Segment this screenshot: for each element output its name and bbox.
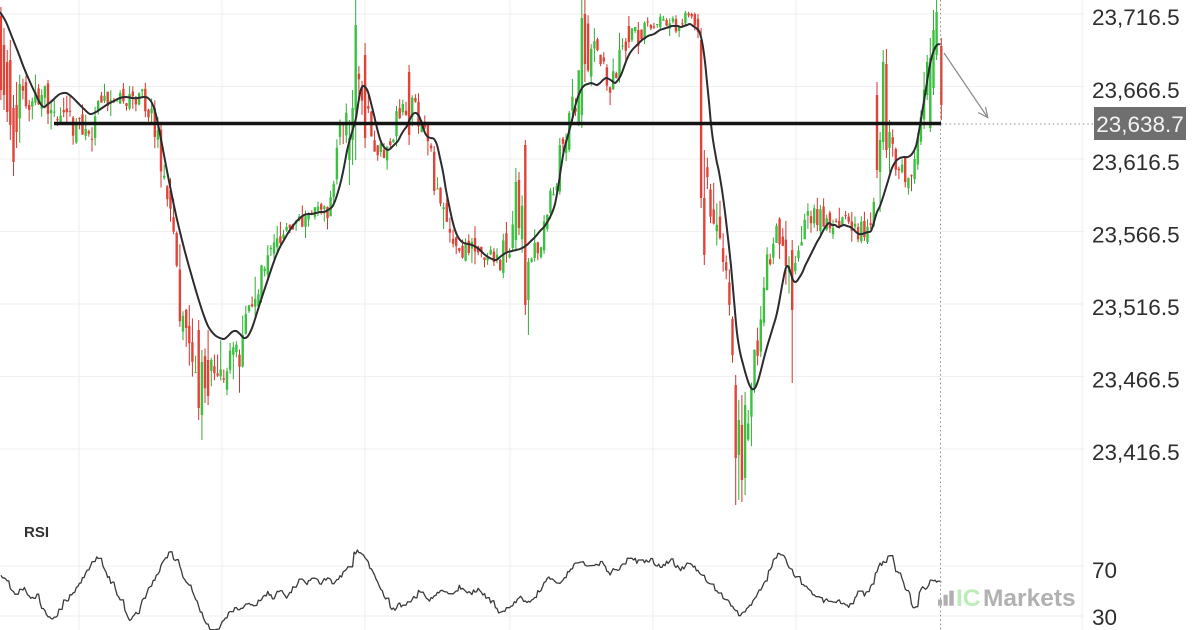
svg-text:23,638.7: 23,638.7 [1096, 112, 1184, 137]
svg-text:23,466.5: 23,466.5 [1092, 368, 1180, 393]
svg-text:23,616.5: 23,616.5 [1092, 150, 1180, 175]
svg-text:30: 30 [1092, 605, 1117, 630]
svg-text:70: 70 [1092, 558, 1117, 583]
svg-text:23,416.5: 23,416.5 [1092, 440, 1180, 465]
svg-text:23,566.5: 23,566.5 [1092, 223, 1180, 248]
svg-text:23,516.5: 23,516.5 [1092, 295, 1180, 320]
svg-text:Markets: Markets [983, 585, 1076, 612]
svg-text:RSI: RSI [24, 524, 49, 541]
svg-text:23,666.5: 23,666.5 [1092, 78, 1180, 103]
svg-text:23,716.5: 23,716.5 [1092, 5, 1180, 30]
svg-text:IC: IC [956, 585, 981, 612]
